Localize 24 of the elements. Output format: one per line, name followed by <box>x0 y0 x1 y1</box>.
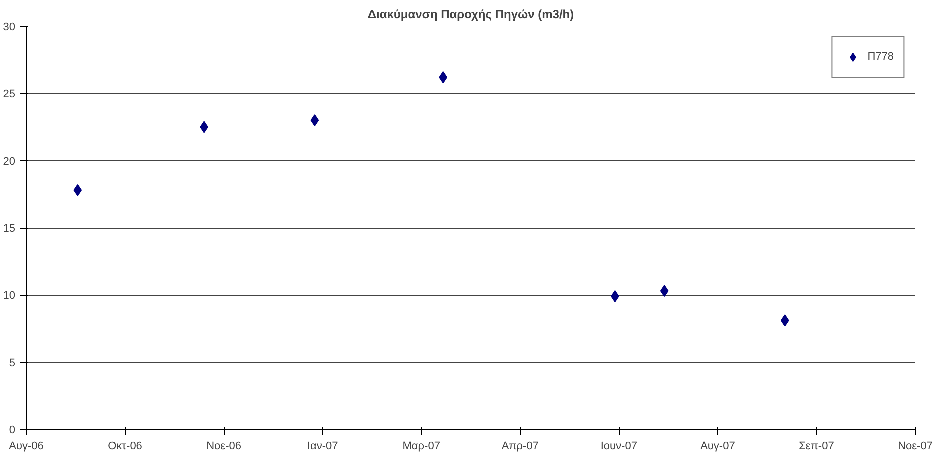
point <box>439 72 448 84</box>
x-tick-label: Σεπ-07 <box>799 440 834 452</box>
x-tick-label: Απρ-07 <box>502 440 539 452</box>
x-tick-label: Ιουν-07 <box>600 440 638 452</box>
x-tick-label: Νοε-07 <box>898 440 933 452</box>
chart-title: Διακύμανση Παροχής Πηγών (m3/h) <box>368 8 574 22</box>
y-tick-label: 10 <box>3 290 16 302</box>
y-tick-label: 20 <box>3 156 16 168</box>
y-tick-label: 5 <box>9 357 16 370</box>
y-tick-label: 25 <box>3 88 16 101</box>
y-tick-label: 15 <box>3 223 16 235</box>
x-tick-label: Ιαν-07 <box>307 440 338 452</box>
point <box>780 314 790 327</box>
x-tick-label: Οκτ-06 <box>108 440 142 452</box>
x-tick-label: Μαρ-07 <box>402 440 440 452</box>
point <box>74 184 82 196</box>
legend-label: Π778 <box>868 51 894 63</box>
point <box>660 285 669 298</box>
point <box>310 114 320 127</box>
y-tick-label: 0 <box>9 424 16 436</box>
x-tick-label: Αυγ-06 <box>9 440 44 452</box>
x-tick-label: Αυγ-07 <box>700 440 736 452</box>
x-tick-label: Νοε-06 <box>206 440 242 452</box>
y-tick-label: 30 <box>3 22 16 34</box>
